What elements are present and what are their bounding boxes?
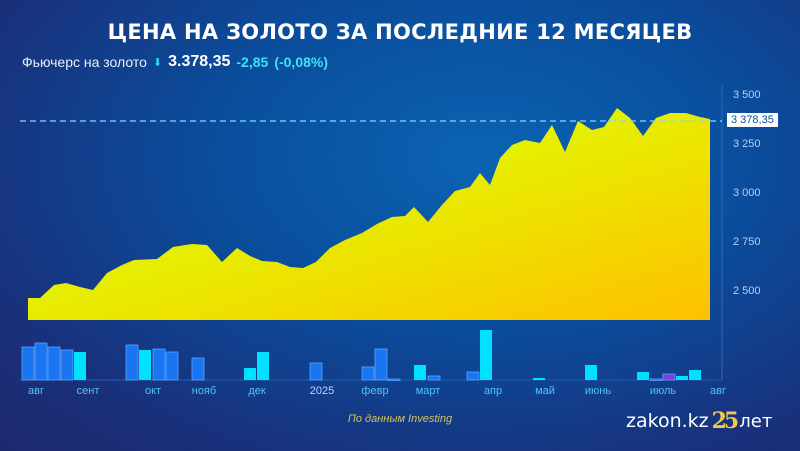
volume-bar	[414, 365, 426, 380]
volume-bar	[309, 362, 323, 381]
volume-bar	[533, 378, 545, 380]
y-tick: 3 500	[733, 89, 761, 101]
volume-bar	[649, 378, 663, 381]
x-label: сент	[76, 385, 100, 397]
volume-bar	[676, 376, 688, 380]
x-label: авг	[28, 385, 44, 397]
instrument-label: Фьючерс на золото	[22, 54, 147, 70]
current-price: 3.378,35	[168, 53, 231, 70]
x-label: февр	[361, 385, 389, 397]
volume-bar	[466, 371, 480, 381]
volume-bar	[585, 365, 597, 380]
volume-bar	[139, 350, 151, 380]
zakon-logo: zakon.kz 25 лет	[626, 408, 772, 434]
price-change: -2,85	[236, 54, 269, 70]
x-label: июль	[649, 385, 677, 397]
x-label: дек	[248, 385, 266, 397]
volume-bar	[47, 346, 61, 381]
volume-bar	[480, 330, 492, 380]
logo-brand: zakon.kz	[626, 410, 709, 432]
chart-title: ЦЕНА НА ЗОЛОТО ЗА ПОСЛЕДНИЕ 12 МЕСЯЦЕВ	[107, 20, 693, 44]
x-label: март	[415, 385, 441, 397]
volume-bar	[191, 357, 205, 381]
volume-bar	[74, 352, 86, 380]
x-label: июнь	[584, 385, 612, 397]
x-label: апр	[483, 385, 503, 397]
volume-bar	[125, 344, 139, 381]
volume-bar	[361, 366, 375, 381]
price-change-pct: (-0,08%)	[274, 54, 328, 70]
volume-bar	[257, 352, 269, 380]
volume-bars	[21, 330, 701, 381]
volume-bar	[637, 372, 649, 380]
x-label: авг	[710, 385, 726, 397]
y-tick: 3 000	[733, 187, 761, 199]
arrow-down-icon: ⬇	[152, 56, 163, 69]
volume-bar	[21, 346, 35, 381]
logo-suffix: лет	[739, 410, 773, 432]
volume-bar	[689, 370, 701, 380]
volume-bar	[387, 378, 401, 381]
x-label: окт	[144, 385, 162, 397]
y-tick: 2 750	[733, 236, 761, 248]
price-summary: Фьючерс на золото ⬇ 3.378,35 -2,85 (-0,0…	[22, 53, 328, 71]
price-area	[28, 108, 710, 320]
current-price-tag: 3 378,35	[727, 113, 778, 127]
volume-bar	[662, 373, 676, 381]
volume-bar	[374, 348, 388, 381]
volume-bar	[165, 351, 179, 381]
volume-bar	[427, 375, 441, 381]
y-tick: 2 500	[733, 285, 761, 297]
data-source: По данным Investing	[347, 413, 453, 425]
anniversary-badge-icon: 25	[711, 408, 740, 434]
volume-bar	[34, 342, 48, 381]
volume-bar	[244, 368, 256, 380]
y-tick: 3 250	[733, 138, 761, 150]
x-label: нояб	[191, 385, 217, 397]
x-label: 2025	[309, 385, 335, 397]
x-label: май	[535, 385, 555, 397]
volume-bar	[152, 348, 166, 381]
volume-bar	[60, 349, 74, 381]
